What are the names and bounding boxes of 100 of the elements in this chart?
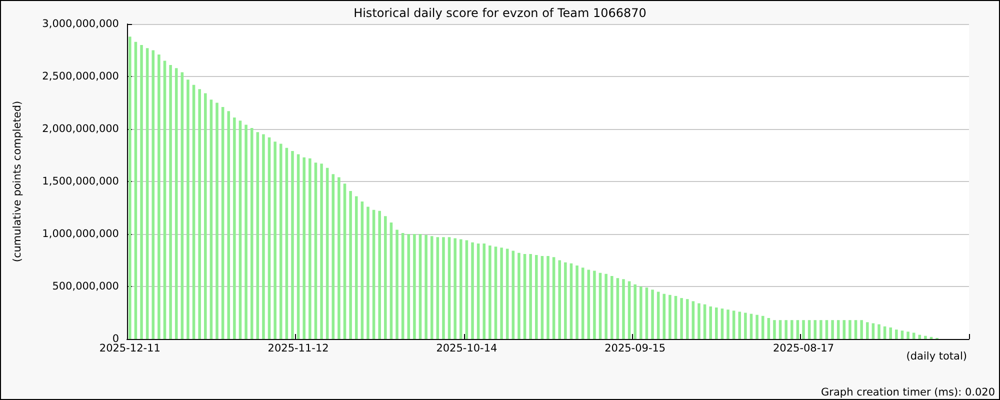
bar xyxy=(912,332,916,339)
bar xyxy=(285,148,288,339)
bar xyxy=(848,320,852,339)
bar xyxy=(523,254,526,339)
bar xyxy=(128,36,132,339)
bar xyxy=(320,164,323,339)
bar xyxy=(291,151,294,339)
bar xyxy=(814,320,817,339)
bar xyxy=(645,288,648,339)
bar xyxy=(326,168,329,339)
bar xyxy=(221,106,224,339)
bar xyxy=(878,324,880,339)
bar xyxy=(784,320,788,339)
bar xyxy=(738,312,742,339)
y-axis-title: (cumulative points completed) xyxy=(12,100,24,262)
bar xyxy=(442,237,445,339)
bar xyxy=(332,174,335,339)
bar xyxy=(180,72,184,339)
y-tick-label: 2,000,000,000 xyxy=(42,123,119,135)
bar xyxy=(709,306,712,339)
x-tick-label: 2025-11-12 xyxy=(268,342,329,354)
bar xyxy=(378,210,381,339)
bar xyxy=(146,48,149,339)
bar xyxy=(767,318,770,339)
bar xyxy=(227,111,230,339)
bar xyxy=(413,234,416,339)
bar xyxy=(564,262,567,339)
bar xyxy=(140,45,143,339)
bar xyxy=(778,320,782,339)
bar xyxy=(430,236,434,339)
bar xyxy=(192,84,196,339)
bar xyxy=(279,144,282,339)
bar xyxy=(360,201,364,339)
bar xyxy=(471,242,474,339)
bar xyxy=(500,248,503,339)
x-tick-label: 2025-09-15 xyxy=(604,342,666,354)
bar xyxy=(401,232,404,339)
bar xyxy=(744,312,747,339)
bar xyxy=(390,222,393,339)
bar xyxy=(570,263,573,339)
bar xyxy=(152,50,155,339)
bar xyxy=(906,332,910,339)
bar xyxy=(256,132,260,339)
bar xyxy=(366,206,370,339)
bar xyxy=(198,89,201,339)
bar xyxy=(854,320,858,339)
bar xyxy=(204,93,207,339)
bar xyxy=(622,279,625,339)
bar xyxy=(802,320,805,339)
bar xyxy=(518,252,520,339)
bar xyxy=(756,314,758,339)
bar xyxy=(842,320,846,339)
bar xyxy=(692,301,695,339)
bar xyxy=(210,100,213,339)
bar xyxy=(302,157,306,339)
bar xyxy=(552,257,556,339)
bar xyxy=(186,80,190,339)
bar xyxy=(587,270,590,339)
bar xyxy=(790,320,794,339)
y-tick-label: 3,000,000,000 xyxy=(42,18,119,30)
bar xyxy=(488,246,492,339)
bar xyxy=(134,42,138,339)
bar xyxy=(924,336,927,339)
bar xyxy=(796,320,800,339)
bar xyxy=(634,284,636,339)
bar xyxy=(238,120,242,339)
bar xyxy=(314,162,318,339)
bar xyxy=(384,216,387,339)
bar xyxy=(662,294,666,339)
x-tick-label: 2025-08-17 xyxy=(772,342,834,354)
bar xyxy=(436,237,440,339)
bar xyxy=(158,54,160,339)
x-tick-label: 2025-12-11 xyxy=(99,342,160,354)
bar xyxy=(163,60,166,339)
bar xyxy=(448,237,451,339)
bar xyxy=(233,117,236,339)
x-axis-title: (daily total) xyxy=(906,350,967,362)
chart-title: Historical daily score for evzon of Team 1066870 xyxy=(354,6,646,20)
bar xyxy=(558,260,562,339)
bar xyxy=(268,137,271,339)
bar xyxy=(338,177,340,339)
bar xyxy=(674,296,678,339)
bar xyxy=(546,256,550,339)
bar xyxy=(900,330,904,339)
bar xyxy=(860,320,863,339)
bar xyxy=(296,154,300,339)
bar xyxy=(895,330,898,339)
bar xyxy=(698,303,700,339)
bar xyxy=(866,322,869,339)
bar xyxy=(773,320,776,339)
bar xyxy=(534,255,538,339)
bar xyxy=(726,310,730,339)
bar xyxy=(825,320,828,339)
bar xyxy=(372,210,376,339)
y-tick-label: 500,000,000 xyxy=(52,280,119,292)
bar xyxy=(732,310,736,339)
bar xyxy=(529,254,532,339)
bar xyxy=(808,320,811,339)
y-tick-label: 2,500,000,000 xyxy=(42,70,119,82)
bar xyxy=(216,102,218,339)
